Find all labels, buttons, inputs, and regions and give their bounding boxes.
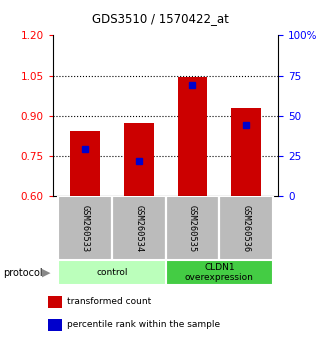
Text: percentile rank within the sample: percentile rank within the sample (67, 320, 220, 329)
Bar (231, 108, 261, 196)
Text: GSM260533: GSM260533 (81, 205, 90, 252)
Bar (58, 260, 166, 285)
Text: GSM260535: GSM260535 (188, 205, 197, 252)
Text: GDS3510 / 1570422_at: GDS3510 / 1570422_at (92, 12, 228, 25)
Bar (58, 196, 112, 260)
Bar (112, 196, 166, 260)
Text: control: control (96, 268, 128, 277)
Text: transformed count: transformed count (67, 297, 151, 306)
Bar (166, 196, 219, 260)
Text: CLDN1
overexpression: CLDN1 overexpression (185, 263, 254, 282)
Text: ▶: ▶ (42, 268, 50, 278)
Bar (166, 260, 273, 285)
Bar (178, 77, 207, 196)
Text: GSM260536: GSM260536 (242, 205, 251, 252)
Bar (70, 131, 100, 196)
Bar (219, 196, 273, 260)
Text: GSM260534: GSM260534 (134, 205, 143, 252)
Text: protocol: protocol (3, 268, 43, 278)
Bar (124, 122, 154, 196)
